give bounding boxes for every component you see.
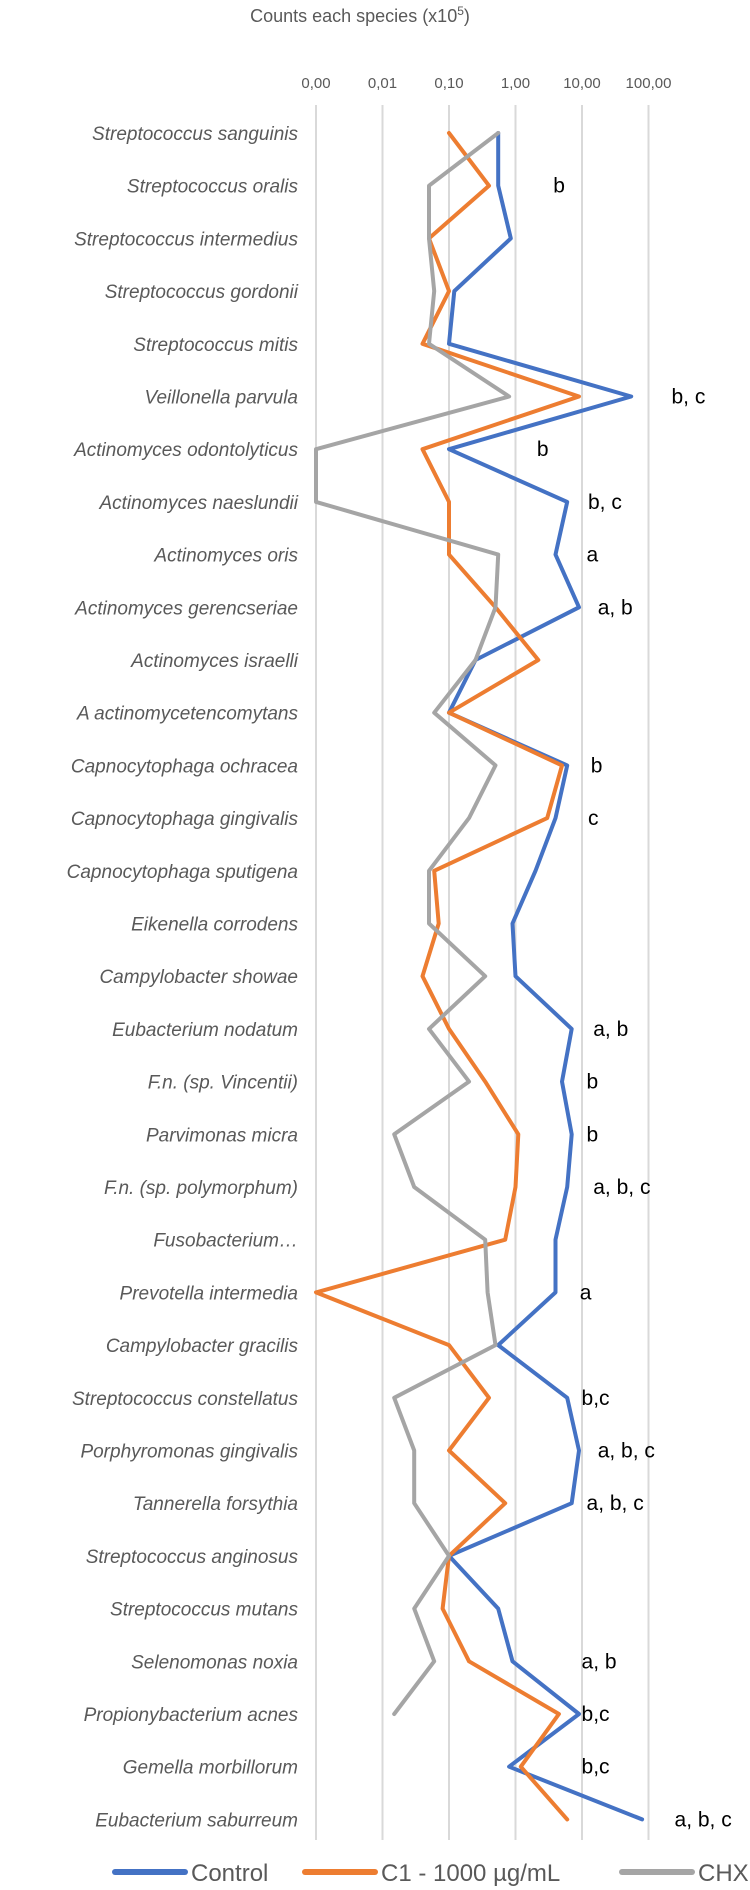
- category-label-1: Streptococcus oralis: [127, 177, 299, 198]
- annotation-0: b: [553, 175, 565, 198]
- legend: Control C1 - 1000 µg/mL CHX: [112, 1860, 749, 1887]
- annotation-11: a, b, c: [593, 1176, 650, 1199]
- annotation-2: b: [537, 438, 549, 461]
- annotation-1: b, c: [671, 386, 705, 409]
- category-label-2: Streptococcus intermedius: [74, 229, 298, 250]
- series-line-2: [314, 131, 512, 1716]
- annotation-15: a, b, c: [587, 1492, 644, 1515]
- category-label-28: Streptococcus mutans: [110, 1600, 298, 1621]
- x-tick-label-0: 0,00: [301, 75, 330, 92]
- x-tick-labels: 0,00 0,01 0,10 1,00 10,00 100,00: [301, 75, 671, 92]
- x-tick-label-5: 100,00: [626, 75, 672, 92]
- category-label-27: Streptococcus anginosus: [86, 1547, 299, 1568]
- category-label-13: Capnocytophaga gingivalis: [71, 809, 299, 830]
- gridlines: [315, 105, 650, 1840]
- category-label-6: Actinomyces odontolyticus: [73, 440, 298, 461]
- category-label-14: Capnocytophaga sputigena: [67, 862, 298, 883]
- annotation-3: b, c: [588, 491, 622, 514]
- annotation-7: c: [588, 807, 599, 830]
- series-lines: [314, 131, 645, 1822]
- annotation-16: a, b: [582, 1650, 617, 1673]
- x-tick-label-3: 1,00: [501, 75, 530, 92]
- annotation-14: a, b, c: [598, 1440, 655, 1463]
- category-label-25: Porphyromonas gingivalis: [80, 1442, 298, 1463]
- category-label-8: Actinomyces oris: [153, 546, 298, 567]
- category-label-5: Veillonella parvula: [144, 388, 298, 409]
- category-label-4: Streptococcus mitis: [133, 335, 298, 356]
- category-label-0: Streptococcus sanguinis: [92, 124, 298, 145]
- legend-label-2: CHX: [698, 1860, 749, 1887]
- category-label-9: Actinomyces gerencseriae: [74, 598, 298, 619]
- category-label-12: Capnocytophaga ochracea: [71, 756, 298, 777]
- annotation-10: b: [587, 1123, 599, 1146]
- annotation-6: b: [591, 754, 603, 777]
- annotation-4: a: [587, 544, 599, 567]
- annotation-17: b,c: [582, 1703, 610, 1726]
- category-label-17: Eubacterium nodatum: [112, 1020, 298, 1041]
- category-label-21: Fusobacterium…: [153, 1231, 298, 1252]
- category-label-24: Streptococcus constellatus: [72, 1389, 299, 1410]
- x-axis-title-close: ): [464, 6, 470, 26]
- annotation-12: a: [580, 1281, 592, 1304]
- category-label-18: F.n. (sp. Vincentii): [148, 1073, 298, 1094]
- category-label-15: Eikenella corrodens: [131, 915, 298, 936]
- x-axis-title-superscript: 5: [457, 4, 464, 18]
- x-tick-label-4: 10,00: [563, 75, 601, 92]
- series-line-0: [447, 131, 645, 1822]
- category-label-20: F.n. (sp. polymorphum): [104, 1178, 298, 1199]
- x-axis-title-main: Counts each species (x10: [250, 6, 457, 26]
- annotation-13: b,c: [582, 1387, 610, 1410]
- category-label-22: Prevotella intermedia: [120, 1283, 298, 1304]
- annotation-9: b: [587, 1071, 599, 1094]
- x-axis-title: Counts each species (x105): [250, 4, 470, 26]
- legend-label-1: C1 - 1000 µg/mL: [381, 1860, 560, 1887]
- category-label-19: Parvimonas micra: [146, 1125, 298, 1146]
- category-label-3: Streptococcus gordonii: [105, 282, 299, 303]
- annotations: b b, c b b, c a a, b b c a, b b b a, b, c a b,c a, b, …: [537, 175, 732, 1832]
- category-label-31: Gemella morbillorum: [123, 1758, 298, 1779]
- annotation-18: b,c: [582, 1756, 610, 1779]
- category-label-26: Tannerella forsythia: [133, 1494, 298, 1515]
- annotation-19: a, b, c: [675, 1808, 732, 1831]
- category-label-7: Actinomyces naeslundii: [98, 493, 298, 514]
- annotation-5: a, b: [598, 596, 633, 619]
- category-label-30: Propionybacterium acnes: [84, 1705, 299, 1726]
- legend-label-0: Control: [191, 1860, 268, 1887]
- category-label-11: A actinomycetencomytans: [76, 704, 299, 725]
- category-labels: Streptococcus sanguinis Streptococcus ora…: [67, 124, 299, 1831]
- annotation-8: a, b: [593, 1018, 628, 1041]
- category-label-23: Campylobacter gracilis: [106, 1336, 299, 1357]
- x-tick-label-2: 0,10: [434, 75, 463, 92]
- category-label-32: Eubacterium saburreum: [95, 1810, 298, 1831]
- category-label-10: Actinomyces israelli: [130, 651, 299, 672]
- category-label-16: Campylobacter showae: [99, 967, 298, 988]
- x-tick-label-1: 0,01: [368, 75, 397, 92]
- series-line-1: [314, 131, 581, 1822]
- category-label-29: Selenomonas noxia: [131, 1652, 298, 1673]
